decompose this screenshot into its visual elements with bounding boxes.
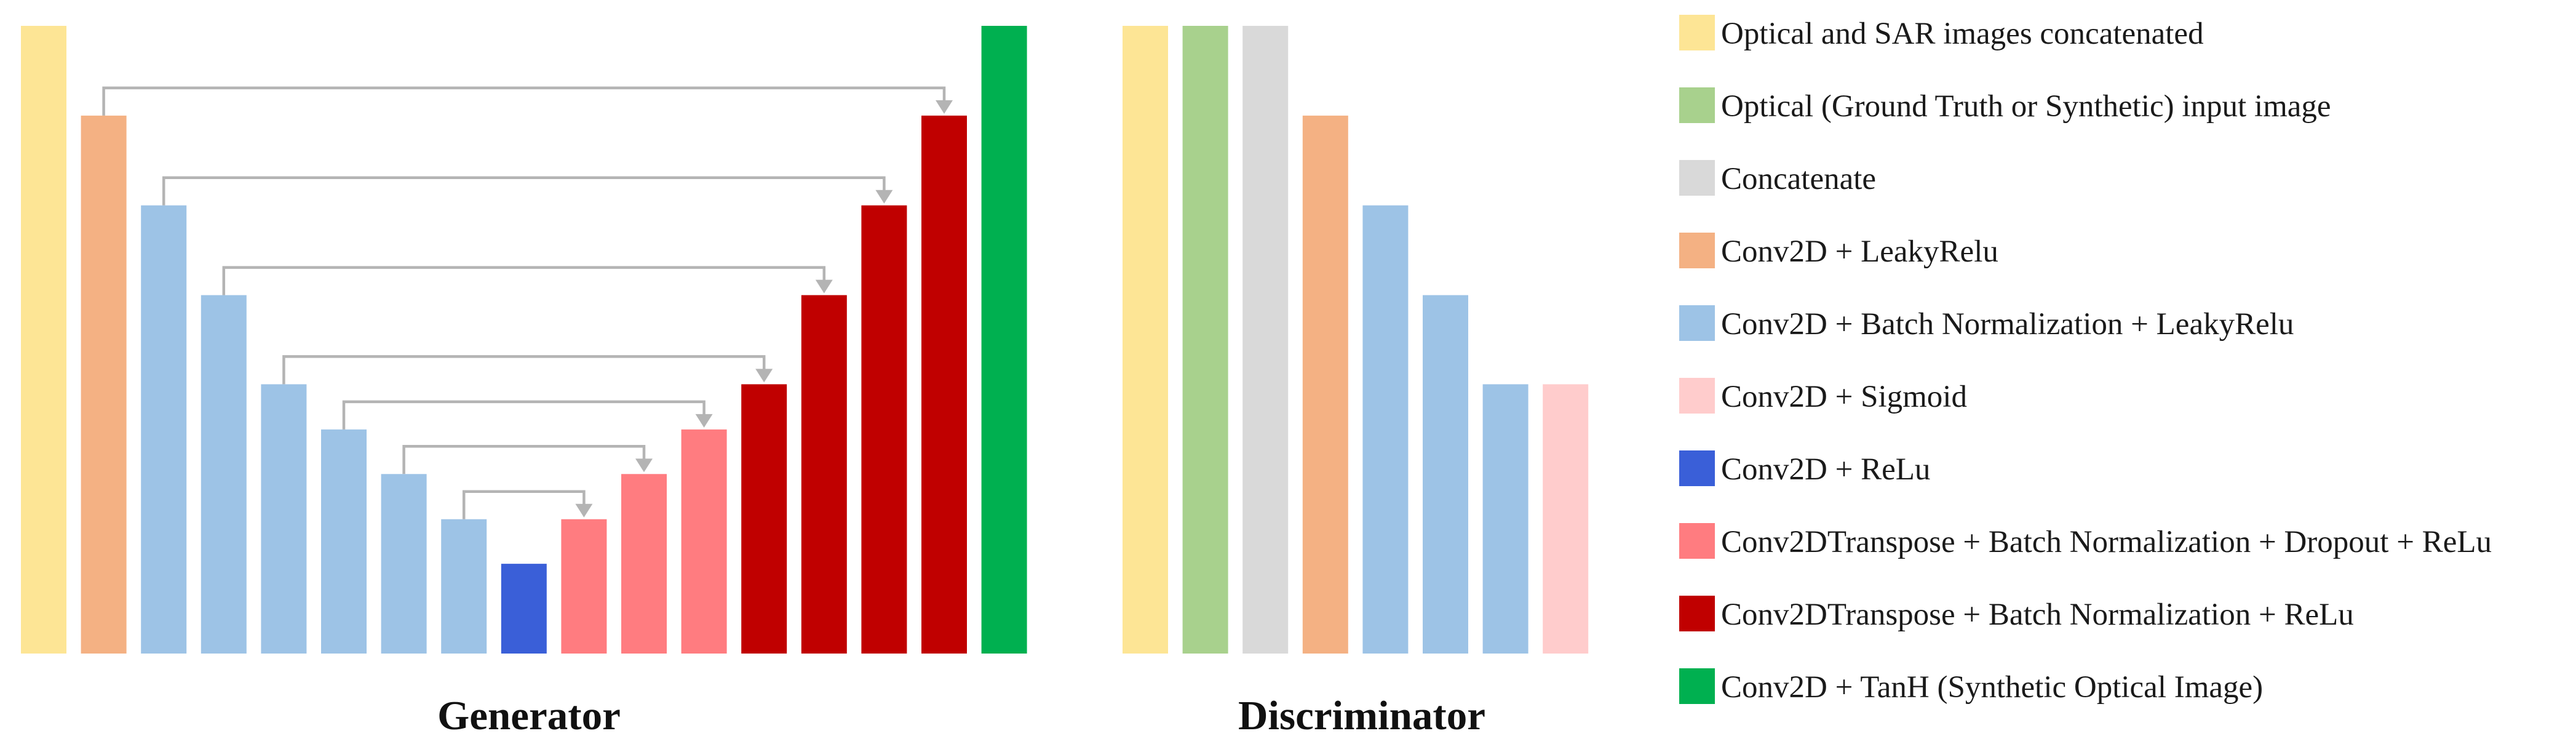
discriminator-title: Discriminator <box>1238 693 1485 738</box>
generator-block-conv-tanh <box>981 26 1027 654</box>
legend-swatch-convT-bn-dropout-relu <box>1679 523 1715 559</box>
discriminator-panel: Discriminator <box>1123 26 1589 738</box>
generator-block-convT-bn-relu <box>741 384 787 654</box>
legend: Optical and SAR images concatenated Optic… <box>1679 15 2492 705</box>
legend-label: Conv2D + LeakyRelu <box>1721 234 1998 269</box>
skip-connection-arrowhead <box>936 100 953 114</box>
generator-block-convT-bn-dropout-relu <box>621 474 667 654</box>
skip-connection-arrowhead <box>815 279 833 294</box>
generator-block-convT-bn-dropout-relu <box>681 429 727 654</box>
skip-connection-arrowhead <box>695 414 713 428</box>
legend-label: Optical and SAR images concatenated <box>1721 17 2204 51</box>
skip-connection-arrowhead <box>875 190 893 204</box>
generator-block-conv-bn-leakyrelu <box>321 429 367 654</box>
legend-label: Optical (Ground Truth or Synthetic) inpu… <box>1721 89 2331 124</box>
skip-connection-arrowhead <box>755 369 773 383</box>
skip-connection-line <box>462 490 586 519</box>
discriminator-block-concat-input <box>1123 26 1168 654</box>
legend-swatch-convT-bn-relu <box>1679 596 1715 631</box>
skip-connection-line <box>342 400 706 430</box>
legend-swatch-concat-input <box>1679 15 1715 50</box>
skip-connection-line <box>402 445 646 474</box>
generator-block-convT-bn-dropout-relu <box>561 519 607 654</box>
legend-label: Conv2DTranspose + Batch Normalization + … <box>1721 598 2354 632</box>
legend-label: Conv2D + Batch Normalization + LeakyRelu <box>1721 307 2294 342</box>
legend-swatch-concatenate <box>1679 160 1715 196</box>
discriminator-block-conv-bn-leakyrelu <box>1482 384 1529 654</box>
generator-block-conv-relu <box>501 564 547 654</box>
generator-block-conv-bn-leakyrelu <box>261 384 307 654</box>
legend-label: Concatenate <box>1721 162 1876 196</box>
skip-connection-arrowhead <box>575 503 593 518</box>
generator-block-conv-bn-leakyrelu <box>441 519 487 654</box>
skip-connection-line <box>282 355 766 385</box>
legend-swatch-optical-input <box>1679 87 1715 123</box>
discriminator-block-conv-sigmoid <box>1543 384 1589 654</box>
legend-swatch-conv-relu <box>1679 450 1715 486</box>
discriminator-block-conv-bn-leakyrelu <box>1362 205 1409 654</box>
generator-title: Generator <box>437 693 621 738</box>
generator-block-convT-bn-relu <box>861 205 907 654</box>
legend-swatch-conv-bn-leakyrelu <box>1679 305 1715 341</box>
generator-panel: Generator <box>21 26 1027 738</box>
skip-connection-line <box>162 176 886 206</box>
discriminator-block-conv-bn-leakyrelu <box>1423 295 1468 654</box>
generator-block-convT-bn-relu <box>921 115 967 654</box>
discriminator-block-conv-leakyrelu <box>1302 115 1348 654</box>
discriminator-blocks <box>1123 26 1589 654</box>
generator-block-convT-bn-relu <box>801 295 847 654</box>
generator-block-conv-leakyrelu <box>81 115 127 654</box>
generator-block-conv-bn-leakyrelu <box>381 474 427 654</box>
generator-skip-connections <box>102 86 953 519</box>
legend-label: Conv2D + ReLu <box>1721 452 1930 487</box>
legend-label: Conv2D + TanH (Synthetic Optical Image) <box>1721 670 2263 705</box>
discriminator-block-concatenate <box>1242 26 1289 654</box>
discriminator-block-optical-input <box>1182 26 1228 654</box>
legend-swatch-conv-tanh <box>1679 668 1715 704</box>
legend-label: Conv2D + Sigmoid <box>1721 380 1967 414</box>
skip-connection-line <box>102 86 946 116</box>
legend-swatch-conv-sigmoid <box>1679 378 1715 414</box>
generator-blocks <box>21 26 1027 654</box>
generator-block-conv-bn-leakyrelu <box>141 205 187 654</box>
generator-block-concat-input <box>21 26 66 654</box>
generator-block-conv-bn-leakyrelu <box>201 295 247 654</box>
skip-connection-arrowhead <box>635 458 653 473</box>
skip-connection-line <box>222 266 826 295</box>
legend-swatch-conv-leakyrelu <box>1679 233 1715 268</box>
legend-label: Conv2DTranspose + Batch Normalization + … <box>1721 525 2492 559</box>
